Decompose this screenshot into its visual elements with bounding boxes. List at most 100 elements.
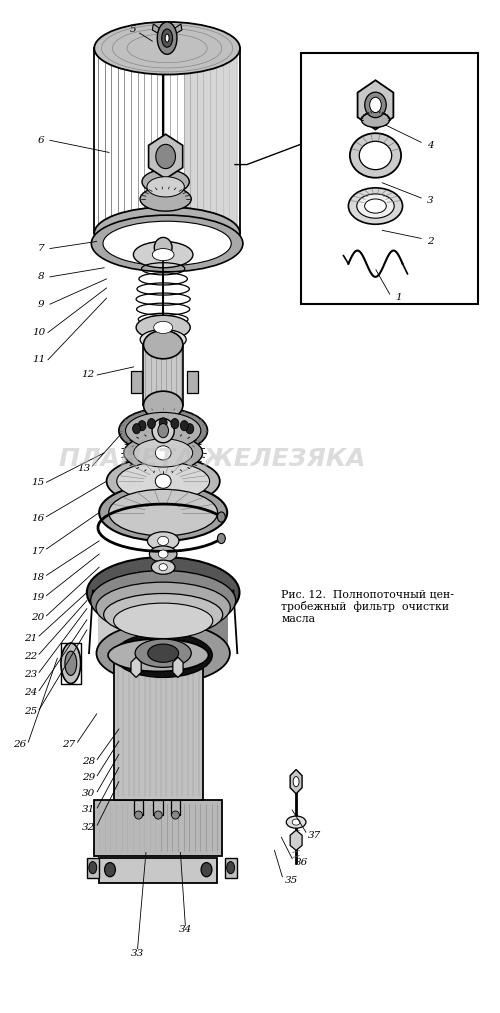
Ellipse shape (154, 811, 162, 820)
Polygon shape (173, 657, 183, 678)
Ellipse shape (134, 439, 192, 467)
Text: 4: 4 (426, 141, 434, 150)
Ellipse shape (144, 330, 183, 359)
Ellipse shape (103, 221, 231, 265)
Text: 15: 15 (31, 478, 44, 486)
Text: 37: 37 (308, 831, 322, 840)
Text: 10: 10 (32, 328, 46, 337)
Ellipse shape (162, 29, 172, 48)
Polygon shape (358, 80, 394, 130)
Text: 2: 2 (426, 237, 434, 246)
Ellipse shape (158, 22, 177, 55)
Ellipse shape (124, 435, 202, 471)
Text: 36: 36 (294, 858, 308, 867)
Bar (94, 800, 222, 856)
Text: 3: 3 (426, 197, 434, 206)
Text: 27: 27 (62, 739, 76, 749)
Ellipse shape (362, 112, 390, 128)
Text: 23: 23 (24, 670, 37, 679)
Text: 9: 9 (38, 300, 44, 309)
Ellipse shape (96, 623, 230, 684)
Bar (131, 371, 142, 393)
Ellipse shape (109, 489, 218, 536)
Text: 28: 28 (82, 757, 95, 766)
Bar (144, 344, 183, 405)
Ellipse shape (135, 639, 192, 668)
Ellipse shape (99, 484, 227, 541)
Ellipse shape (147, 176, 184, 197)
Ellipse shape (104, 863, 116, 876)
Ellipse shape (136, 315, 190, 339)
Ellipse shape (172, 811, 179, 820)
Ellipse shape (138, 420, 146, 431)
Bar (154, 800, 163, 815)
Ellipse shape (154, 237, 172, 257)
Ellipse shape (186, 423, 194, 434)
Ellipse shape (158, 423, 168, 438)
Text: 30: 30 (82, 789, 95, 798)
Ellipse shape (90, 570, 236, 631)
Ellipse shape (142, 169, 190, 193)
Ellipse shape (359, 141, 392, 169)
Bar (187, 371, 198, 393)
Ellipse shape (140, 329, 186, 349)
Ellipse shape (94, 22, 240, 75)
Text: Рис. 12.  Полнопоточный цен-
тробежный  фильтр  очистки
масла: Рис. 12. Полнопоточный цен- тробежный фи… (282, 590, 454, 624)
Bar (224, 858, 237, 877)
Ellipse shape (370, 97, 382, 112)
Ellipse shape (292, 820, 300, 826)
Ellipse shape (87, 557, 240, 628)
Ellipse shape (108, 639, 208, 672)
Text: 7: 7 (38, 244, 44, 253)
Ellipse shape (171, 418, 179, 428)
Ellipse shape (96, 582, 230, 633)
Text: 16: 16 (31, 515, 44, 523)
Ellipse shape (364, 199, 386, 213)
Ellipse shape (156, 446, 171, 460)
Ellipse shape (357, 193, 394, 218)
Ellipse shape (92, 215, 243, 271)
Ellipse shape (158, 536, 168, 545)
Ellipse shape (158, 550, 168, 558)
Text: 12: 12 (82, 371, 95, 380)
Polygon shape (131, 657, 141, 678)
Ellipse shape (350, 134, 401, 177)
Ellipse shape (293, 777, 299, 787)
Text: 26: 26 (13, 739, 26, 749)
Ellipse shape (150, 546, 177, 562)
Text: ПЛАНЕТА ЖЕЛЕЗЯКА: ПЛАНЕТА ЖЕЛЕЗЯКА (59, 447, 366, 471)
Polygon shape (172, 24, 182, 35)
Ellipse shape (114, 633, 212, 678)
Polygon shape (148, 135, 182, 178)
Text: 24: 24 (24, 688, 37, 697)
Ellipse shape (134, 811, 142, 820)
Ellipse shape (148, 418, 156, 428)
Polygon shape (290, 831, 302, 851)
Ellipse shape (156, 144, 176, 168)
Ellipse shape (159, 417, 167, 427)
Ellipse shape (65, 651, 76, 676)
Ellipse shape (140, 186, 191, 211)
Text: 13: 13 (77, 464, 90, 472)
Ellipse shape (152, 560, 175, 574)
Ellipse shape (165, 34, 169, 43)
Ellipse shape (134, 241, 193, 267)
Text: 11: 11 (32, 356, 46, 365)
Ellipse shape (159, 563, 168, 570)
Text: 33: 33 (131, 949, 144, 958)
Ellipse shape (116, 462, 210, 500)
Ellipse shape (348, 187, 403, 224)
Text: 32: 32 (82, 823, 95, 832)
Ellipse shape (155, 474, 171, 488)
Ellipse shape (364, 92, 386, 118)
Text: 29: 29 (82, 773, 95, 782)
Text: 25: 25 (24, 707, 37, 716)
Bar (114, 655, 202, 800)
Text: 20: 20 (31, 613, 44, 622)
Ellipse shape (132, 423, 140, 434)
Ellipse shape (218, 512, 226, 522)
Ellipse shape (152, 418, 174, 443)
Text: 21: 21 (24, 633, 37, 642)
Bar (184, 54, 238, 228)
Ellipse shape (89, 862, 96, 874)
